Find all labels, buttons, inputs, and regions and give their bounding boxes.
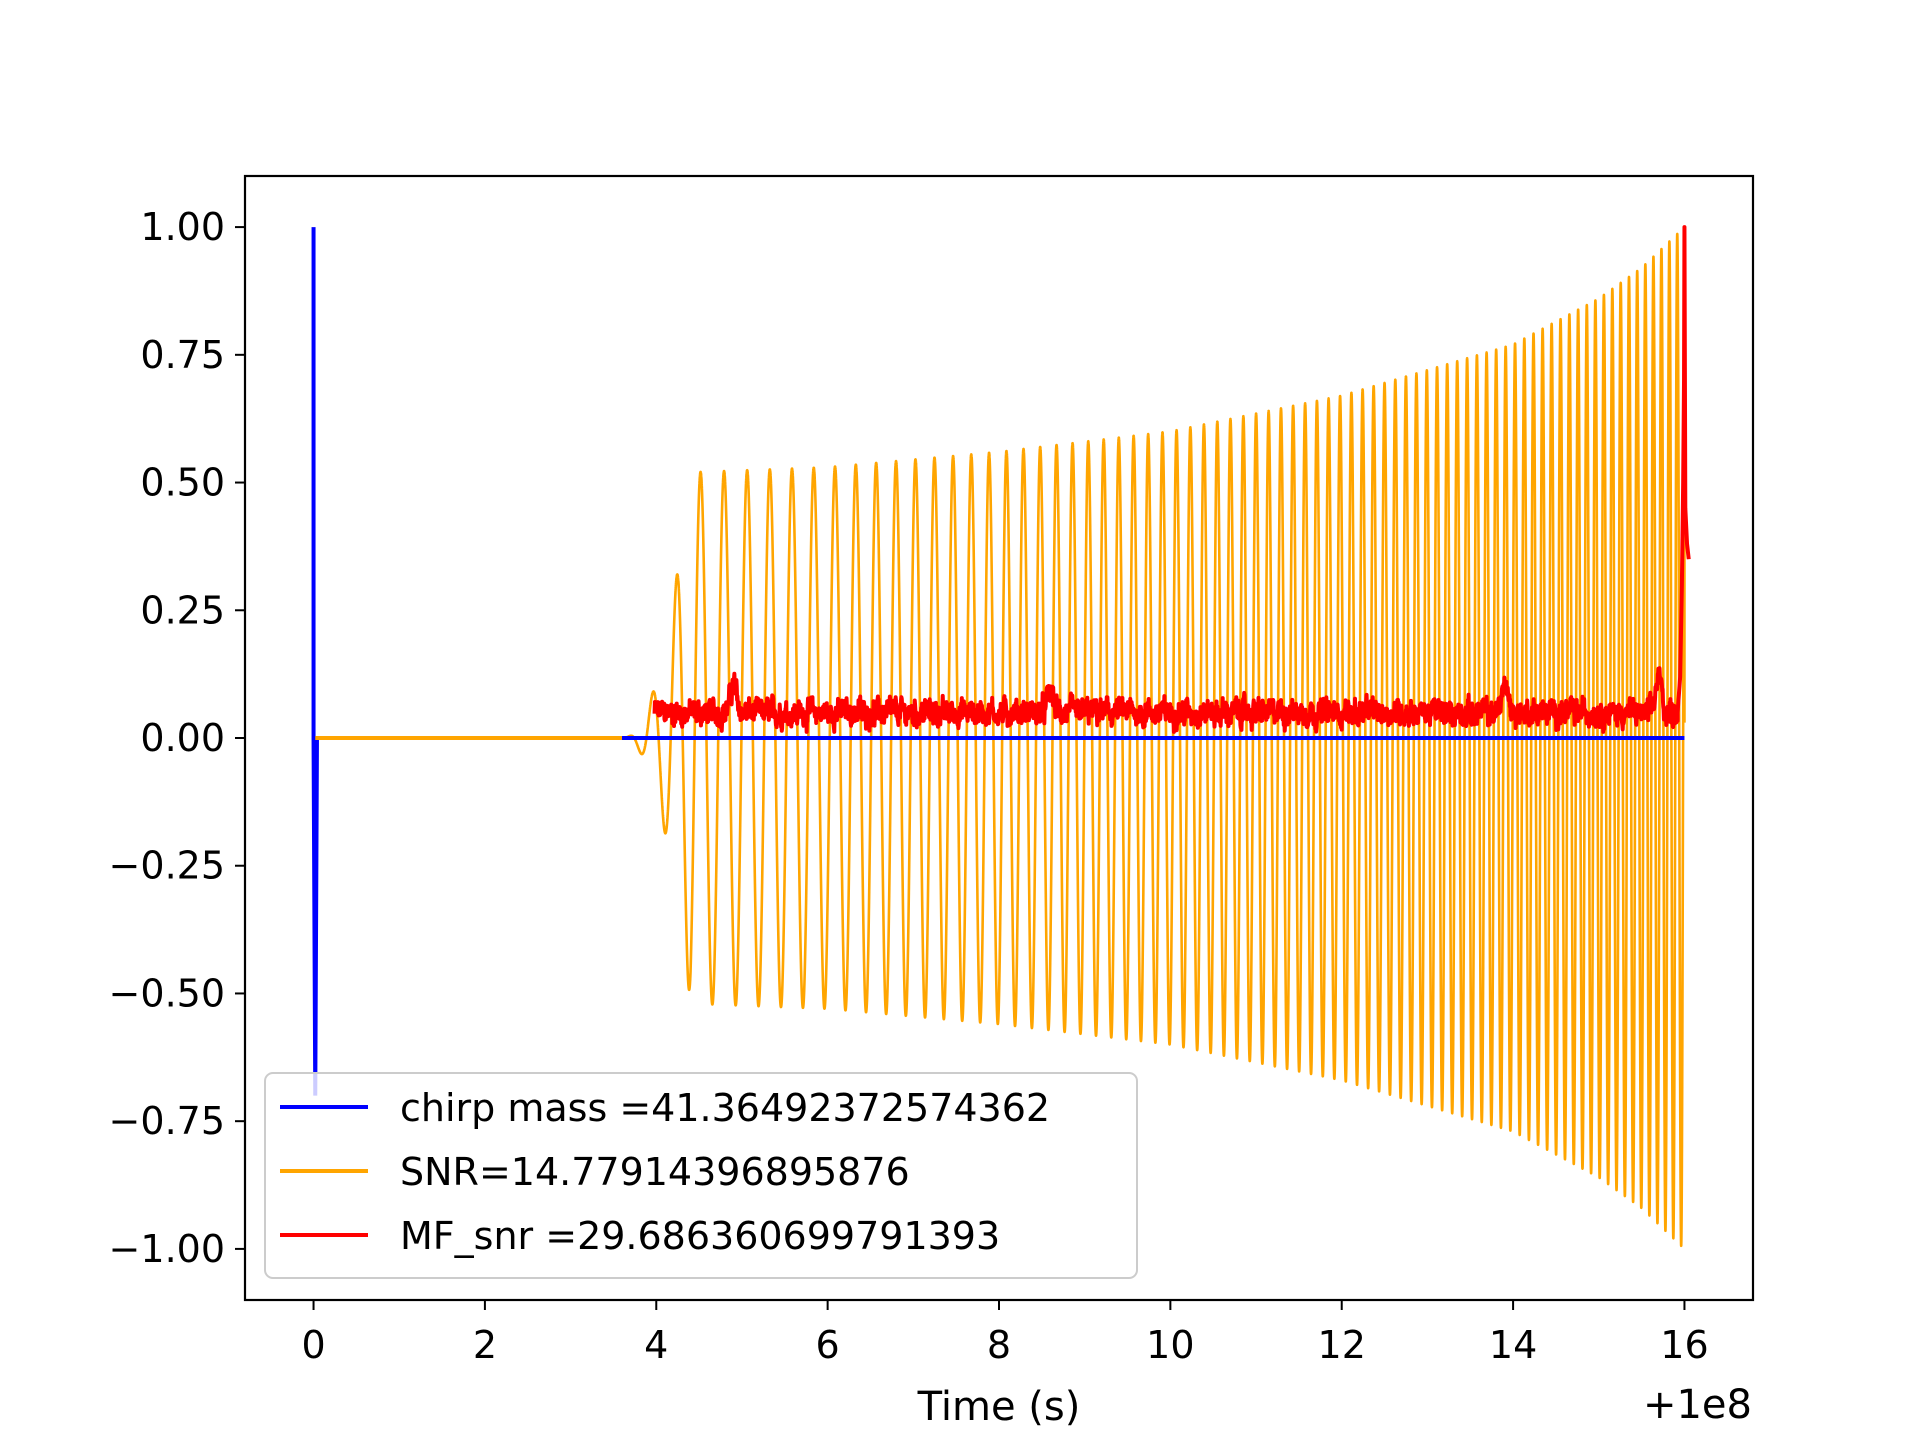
series-line-mf-snr	[652, 225, 1691, 734]
legend-item-chirp-mass: chirp mass =41.36492372574362	[280, 1086, 1050, 1130]
y-tick-label: 0.25	[140, 588, 225, 632]
legend-label-chirp-mass: chirp mass =41.36492372574362	[400, 1086, 1050, 1130]
series-line-snr	[313, 232, 1686, 1248]
y-tick-label: 0.00	[140, 716, 225, 760]
x-tick-label: 12	[1318, 1323, 1366, 1367]
x-tick-label: 6	[816, 1323, 840, 1367]
x-axis-label: Time (s)	[917, 1384, 1081, 1430]
y-tick-label: −1.00	[109, 1227, 225, 1271]
legend-label-snr: SNR=14.77914396895876	[400, 1150, 910, 1194]
x-tick-label: 0	[301, 1323, 325, 1367]
x-tick-label: 8	[987, 1323, 1011, 1367]
x-tick-label: 4	[644, 1323, 668, 1367]
legend-item-mf-snr: MF_snr =29.686360699791393	[280, 1214, 1000, 1258]
x-offset-label: +1e8	[1643, 1382, 1752, 1428]
y-tick-label: −0.50	[109, 971, 225, 1015]
x-tick-label: 14	[1489, 1323, 1537, 1367]
legend-frame	[264, 1072, 1138, 1279]
x-tick-label: 10	[1146, 1323, 1194, 1367]
y-tick-label: 0.50	[140, 461, 225, 505]
legend-label-mf-snr: MF_snr =29.686360699791393	[400, 1214, 1000, 1258]
y-tick-label: 1.00	[140, 205, 225, 249]
series-layer	[311, 225, 1691, 1248]
y-tick-label: −0.75	[109, 1099, 225, 1143]
y-tick-label: −0.25	[109, 844, 225, 888]
x-axis: 0 2 4 6 8 10 12 14 16	[301, 1300, 1709, 1367]
x-tick-label: 2	[473, 1323, 497, 1367]
x-tick-label: 16	[1660, 1323, 1708, 1367]
legend: chirp mass =41.36492372574362 SNR=14.779…	[264, 1072, 1138, 1279]
y-axis: 1.00 0.75 0.50 0.25 0.00 −0.25 −0.50 −0.75 −1.00	[109, 205, 245, 1271]
legend-item-snr: SNR=14.77914396895876	[280, 1150, 910, 1194]
y-tick-label: 0.75	[140, 333, 225, 377]
